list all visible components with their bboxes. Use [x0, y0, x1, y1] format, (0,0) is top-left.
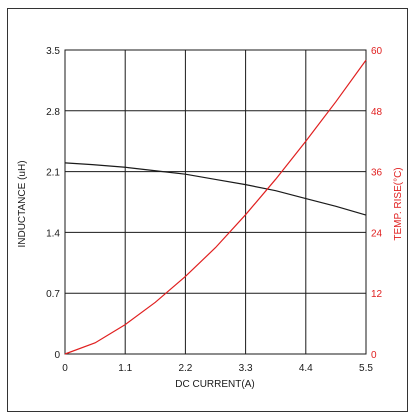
y-right-tick-label: 36 — [371, 168, 383, 179]
y-axis-right-label: TEMP. RISE(°C) — [393, 167, 404, 240]
x-tick-label: 3.3 — [239, 363, 253, 374]
y-left-tick-label: 2.1 — [46, 168, 60, 179]
x-tick-label: 4.4 — [299, 363, 313, 374]
x-axis-label: DC CURRENT(A) — [175, 379, 254, 390]
y-left-tick-label: 2.8 — [46, 107, 60, 118]
grid — [64, 49, 367, 355]
x-tick-label: 5.5 — [359, 363, 373, 374]
x-tick-label: 1.1 — [118, 363, 132, 374]
y-left-tick-label: 0 — [54, 350, 60, 361]
y-right-tick-label: 48 — [371, 107, 383, 118]
y-left-tick-label: 0.7 — [46, 289, 60, 300]
x-tick-label: 0 — [62, 363, 68, 374]
y-right-tick-label: 24 — [371, 228, 383, 239]
temp-rise-line — [64, 59, 367, 355]
y-left-tick-label: 3.5 — [46, 46, 60, 57]
y-axis-left-label: INDUCTANCE (uH) — [17, 160, 28, 247]
y-right-tick-label: 12 — [371, 289, 383, 300]
chart-frame — [7, 8, 408, 412]
y-right-tick-label: 0 — [371, 350, 377, 361]
inductance-line — [64, 162, 367, 216]
y-right-tick-label: 60 — [371, 46, 383, 57]
plot-border — [64, 49, 367, 355]
x-tick-label: 2.2 — [178, 363, 192, 374]
series-lines — [64, 59, 367, 355]
y-left-tick-label: 1.4 — [46, 228, 60, 239]
tick-labels: 0 1.1 2.2 3.3 4.4 5.50 00.7 121.4 242.1 362.8 483.… — [46, 46, 382, 374]
